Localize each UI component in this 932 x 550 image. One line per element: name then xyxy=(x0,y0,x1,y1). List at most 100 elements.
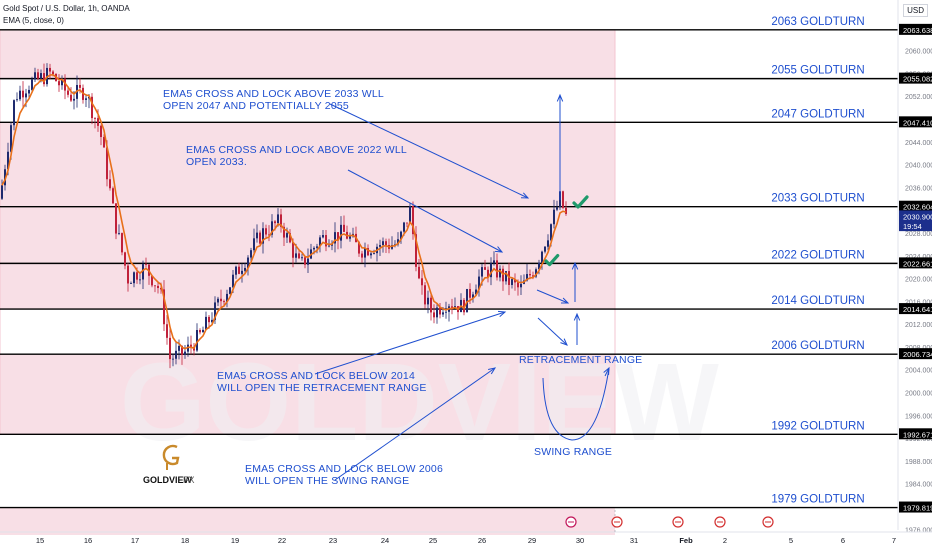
candle-body xyxy=(163,289,165,325)
candle-body xyxy=(373,253,375,254)
candle-body xyxy=(307,258,309,265)
candle-body xyxy=(526,274,528,281)
goldturn-label: 2033 GOLDTURN xyxy=(771,193,864,205)
candle-body xyxy=(241,270,243,274)
candle-body xyxy=(538,262,540,270)
price-axis: 1976.0001980.0001984.0001988.0001992.000… xyxy=(897,0,932,550)
candle-body xyxy=(223,301,225,303)
candle-body xyxy=(469,289,471,298)
candle-body xyxy=(79,84,81,88)
candle-body xyxy=(517,282,519,288)
price-label-box xyxy=(899,348,932,360)
time-tick: 7 xyxy=(892,536,896,545)
candle-body xyxy=(64,78,66,91)
zone-band xyxy=(0,354,615,435)
goldturn-label: 2047 GOLDTURN xyxy=(771,108,864,120)
candle-body xyxy=(19,90,21,100)
candle-body xyxy=(409,206,411,223)
price-tick: 2004.000 xyxy=(905,368,932,375)
candle-body xyxy=(118,233,120,234)
check-icon xyxy=(544,254,560,267)
candle-body xyxy=(382,241,384,246)
arrow-ema-below-2014-head xyxy=(497,310,507,317)
candle-body xyxy=(286,233,288,238)
candle-body xyxy=(433,312,435,318)
candle-body xyxy=(175,350,177,359)
candle-body xyxy=(541,251,543,263)
price-label: 2030.900 xyxy=(903,212,932,221)
price-tick: 2044.000 xyxy=(905,140,932,147)
candle-body xyxy=(31,79,33,90)
candle-body xyxy=(370,253,372,256)
candle-body xyxy=(337,232,339,241)
candle-body xyxy=(490,263,492,278)
candle-body xyxy=(127,265,129,284)
goldview-g-icon xyxy=(162,444,180,466)
currency-button[interactable]: USD xyxy=(903,4,928,17)
price-tick: 2024.000 xyxy=(905,254,932,261)
candle-body xyxy=(250,250,252,258)
symbol-title[interactable]: Gold Spot / U.S. Dollar, 1h, OANDA xyxy=(3,4,130,13)
price-tick: 2016.000 xyxy=(905,299,932,306)
candle-body xyxy=(463,299,465,313)
candle-body xyxy=(535,269,537,277)
watermark-layer: GOLDVIEW xyxy=(120,341,719,464)
annotation-line-4-1: EMA5 CROSS AND LOCK BELOW 2006 xyxy=(245,463,443,475)
candle-body xyxy=(145,264,147,265)
candle-body xyxy=(358,242,360,254)
goldturn-label: 2014 GOLDTURN xyxy=(771,295,864,307)
swing-curve xyxy=(542,367,610,441)
candle-body xyxy=(520,283,522,288)
candle-body xyxy=(436,307,438,318)
goldturn-label: 2006 GOLDTURN xyxy=(771,340,864,352)
candle-body xyxy=(421,278,423,286)
candle-body xyxy=(493,260,495,264)
price-label: 19:54 xyxy=(903,222,922,231)
price-label: 2047.410 xyxy=(903,118,932,127)
candle-body xyxy=(505,271,507,282)
candle-body xyxy=(232,274,234,288)
candle-body xyxy=(58,81,60,86)
candle-body xyxy=(199,330,201,333)
candle-body xyxy=(499,268,501,278)
candle-body xyxy=(130,283,132,284)
candle-body xyxy=(115,203,117,234)
candle-body xyxy=(172,358,174,360)
candle-body xyxy=(7,151,9,170)
candle-body xyxy=(67,90,69,95)
annotation-line-2-1: EMA5 CROSS AND LOCK ABOVE 2022 WLL xyxy=(186,144,407,156)
candle-body xyxy=(547,240,549,247)
indicator-legend[interactable]: EMA (5, close, 0) xyxy=(3,16,64,25)
candle-body xyxy=(556,207,558,210)
price-label: 1992.671 xyxy=(903,430,932,439)
candle-body xyxy=(196,330,198,351)
candle-body xyxy=(406,222,408,224)
price-tick: 1988.000 xyxy=(905,459,932,466)
candle-body xyxy=(340,224,342,241)
candle-body xyxy=(244,267,246,271)
logo-text: GOLDVIEW xyxy=(143,475,193,485)
annotation-line-3-1: EMA5 CROSS AND LOCK BELOW 2014 xyxy=(217,370,415,382)
candle-body xyxy=(475,289,477,295)
price-label: 2063.638 xyxy=(903,26,932,35)
annotation-line-6-1: SWING RANGE xyxy=(534,446,612,458)
price-label: 1979.819 xyxy=(903,504,932,513)
price-label-box xyxy=(899,220,932,232)
candle-body xyxy=(313,247,315,250)
price-axis-bg xyxy=(898,0,932,550)
time-tick: 2 xyxy=(723,536,727,545)
candle-body xyxy=(253,238,255,251)
zones-layer xyxy=(0,29,616,535)
candle-body xyxy=(1,185,3,199)
goldturn-labels-layer: 2063 GOLDTURN 2055 GOLDTURN 2047 GOLDTURN 2… xyxy=(771,16,864,506)
candle-body xyxy=(217,298,219,303)
candle-body xyxy=(268,234,270,236)
annotation-line-1-1: EMA5 CROSS AND LOCK ABOVE 2033 WLL xyxy=(163,88,384,100)
candle-body xyxy=(367,248,369,256)
arrow-ema-above-2033-head xyxy=(520,192,530,199)
candle-body xyxy=(235,266,237,275)
candle-body xyxy=(484,267,486,270)
candle-body xyxy=(496,260,498,278)
